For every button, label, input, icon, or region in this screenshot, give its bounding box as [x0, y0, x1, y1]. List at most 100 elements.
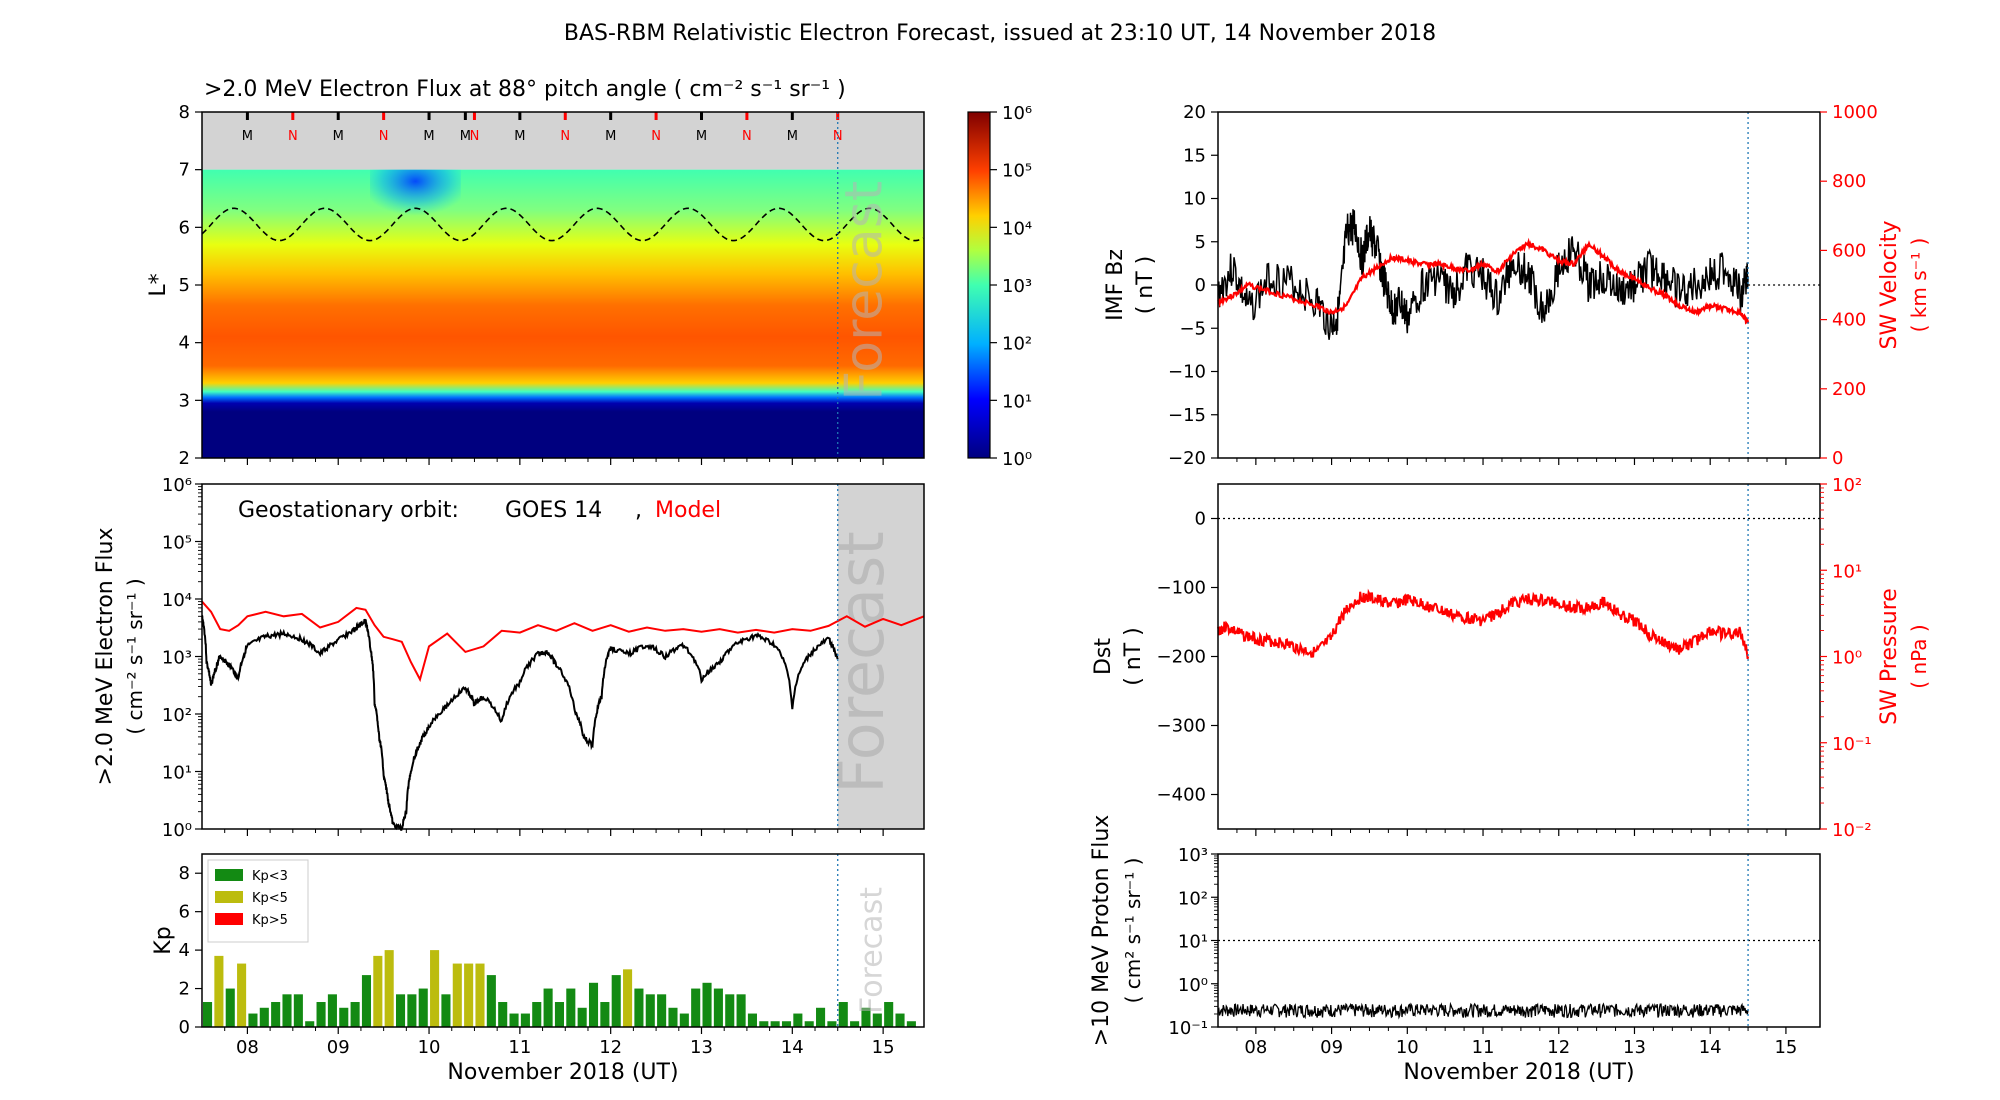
y-tick-label: −20 — [1168, 448, 1206, 469]
legend-swatch — [215, 891, 243, 903]
y-axis-label: >10 MeV Proton Flux — [1089, 815, 1114, 1047]
kp-bar — [441, 994, 451, 1027]
kp-bar — [747, 1013, 757, 1027]
kp-bar — [418, 988, 428, 1027]
x-tick-label: 12 — [599, 1037, 622, 1058]
x-tick-label: 09 — [327, 1037, 350, 1058]
y-tick-label: 8 — [179, 102, 190, 123]
kp-bar — [327, 994, 337, 1027]
legend-model: Model — [655, 498, 721, 523]
y-tick-label: 10⁵ — [162, 533, 192, 554]
y-tick-label: 5 — [179, 275, 190, 296]
kp-bar — [361, 975, 372, 1027]
orbit-marker-label: N — [560, 129, 570, 144]
y-axis-units-right: ( nPa ) — [1907, 624, 1931, 688]
y-tick-label: −100 — [1157, 578, 1206, 599]
y-tick-label: 20 — [1183, 102, 1206, 123]
colorbar-tick-label: 10⁵ — [1002, 161, 1032, 182]
x-tick-label: 08 — [1244, 1037, 1267, 1058]
orbit-marker-label: M — [514, 129, 525, 144]
y-tick-label: −200 — [1157, 647, 1206, 668]
kp-bar — [498, 1002, 508, 1027]
kp-bar — [577, 1007, 587, 1027]
colorbar-tick-label: 10¹ — [1002, 391, 1032, 412]
y-tick-label: 0 — [1195, 275, 1206, 296]
kp-bar — [634, 988, 644, 1027]
kp-bar — [237, 963, 247, 1027]
colorbar-tick-label: 10⁶ — [1002, 103, 1032, 124]
y-tick-label-right: 10⁻¹ — [1832, 734, 1872, 755]
orbit-marker-label: N — [833, 129, 843, 144]
x-tick-label: 13 — [1623, 1037, 1646, 1058]
kp-bar — [464, 963, 474, 1027]
imf-frame — [1217, 111, 1821, 459]
kp-panel: Forecast 0 2 4 6 8 08 09 10 11 12 13 14 15 November 20… — [151, 853, 925, 1085]
y-axis-units: ( cm² s⁻¹ sr⁻¹ ) — [1121, 858, 1145, 1004]
y-tick-label: 15 — [1183, 145, 1206, 166]
orbit-marker-label: N — [288, 129, 298, 144]
kp-bar — [861, 1007, 871, 1027]
colorbar-tick-label: 10⁰ — [1002, 449, 1032, 470]
y-tick-label: 10³ — [162, 648, 192, 669]
kp-legend: Kp<3 Kp<5 Kp>5 — [207, 859, 309, 943]
kp-bar — [316, 1002, 326, 1027]
kp-bar — [770, 1021, 780, 1027]
kp-bar — [509, 1013, 519, 1027]
kp-bar — [554, 1002, 564, 1027]
kp-bar — [350, 1002, 360, 1027]
geo-flux-panel: Forecast 10⁰ 10¹ 10² 10³ 10⁴ 10⁵ 10⁶ Geostationa… — [93, 475, 925, 841]
y-axis-label: L* — [146, 273, 171, 296]
dropout-region — [370, 169, 461, 228]
annotation-prefix: Geostationary orbit: — [238, 498, 459, 523]
kp-bar — [759, 1021, 769, 1027]
x-tick-label: 11 — [508, 1037, 531, 1058]
kp-frame — [201, 853, 925, 1028]
kp-bar — [339, 1007, 349, 1027]
y-tick-label: 0 — [1195, 509, 1206, 530]
kp-bar — [293, 994, 303, 1027]
colorbar: 10⁰ 10¹ 10² 10³ 10⁴ 10⁵ 10⁶ — [967, 103, 1032, 470]
kp-bar — [259, 1007, 269, 1027]
y-tick-label: −10 — [1168, 362, 1206, 383]
kp-bar — [816, 1007, 826, 1027]
y-tick-label-right: 10¹ — [1832, 561, 1862, 582]
kp-bar — [566, 988, 576, 1027]
y-tick-label: 6 — [179, 217, 190, 238]
pressure-series-line — [1217, 588, 1750, 660]
y-tick-label: 200 — [1832, 379, 1866, 400]
orbit-marker-label: M — [242, 129, 253, 144]
y-axis-label-right: SW Pressure — [1877, 588, 1902, 725]
kp-bar — [430, 950, 440, 1027]
colorbar-tick-label: 10² — [1002, 334, 1032, 355]
orbit-marker-label: M — [423, 129, 434, 144]
kp-bar — [850, 1021, 860, 1027]
figure-title: BAS-RBM Relativistic Electron Forecast, … — [564, 21, 1436, 46]
x-axis-label: November 2018 (UT) — [1403, 1060, 1634, 1085]
y-tick-label: 10⁰ — [162, 820, 192, 841]
kp-bar — [827, 1021, 837, 1027]
y-tick-label: 8 — [179, 863, 190, 884]
kp-bar — [225, 988, 235, 1027]
bz-series-line — [1217, 209, 1749, 340]
legend-label: Kp>5 — [252, 913, 288, 928]
kp-bar — [657, 994, 667, 1027]
velocity-series-line — [1217, 237, 1750, 325]
kp-bar — [781, 1021, 792, 1027]
x-axis-label: November 2018 (UT) — [447, 1060, 678, 1085]
y-tick-label: 10⁶ — [162, 475, 192, 496]
y-tick-label: 6 — [179, 902, 190, 923]
orbit-marker-label: M — [460, 129, 471, 144]
forecast-watermark: Forecast — [854, 887, 889, 1014]
y-axis-units: ( nT ) — [1133, 256, 1158, 315]
y-axis-label: Kp — [151, 926, 176, 954]
y-tick-label: 10³ — [1178, 845, 1208, 866]
kp-bar — [384, 950, 394, 1027]
kp-bar — [611, 975, 621, 1027]
y-axis-label-right: SW Velocity — [1877, 220, 1902, 349]
kp-bar — [543, 988, 553, 1027]
heatmap-image — [202, 169, 924, 458]
y-tick-label: −400 — [1157, 785, 1206, 806]
kp-bar — [725, 994, 735, 1027]
